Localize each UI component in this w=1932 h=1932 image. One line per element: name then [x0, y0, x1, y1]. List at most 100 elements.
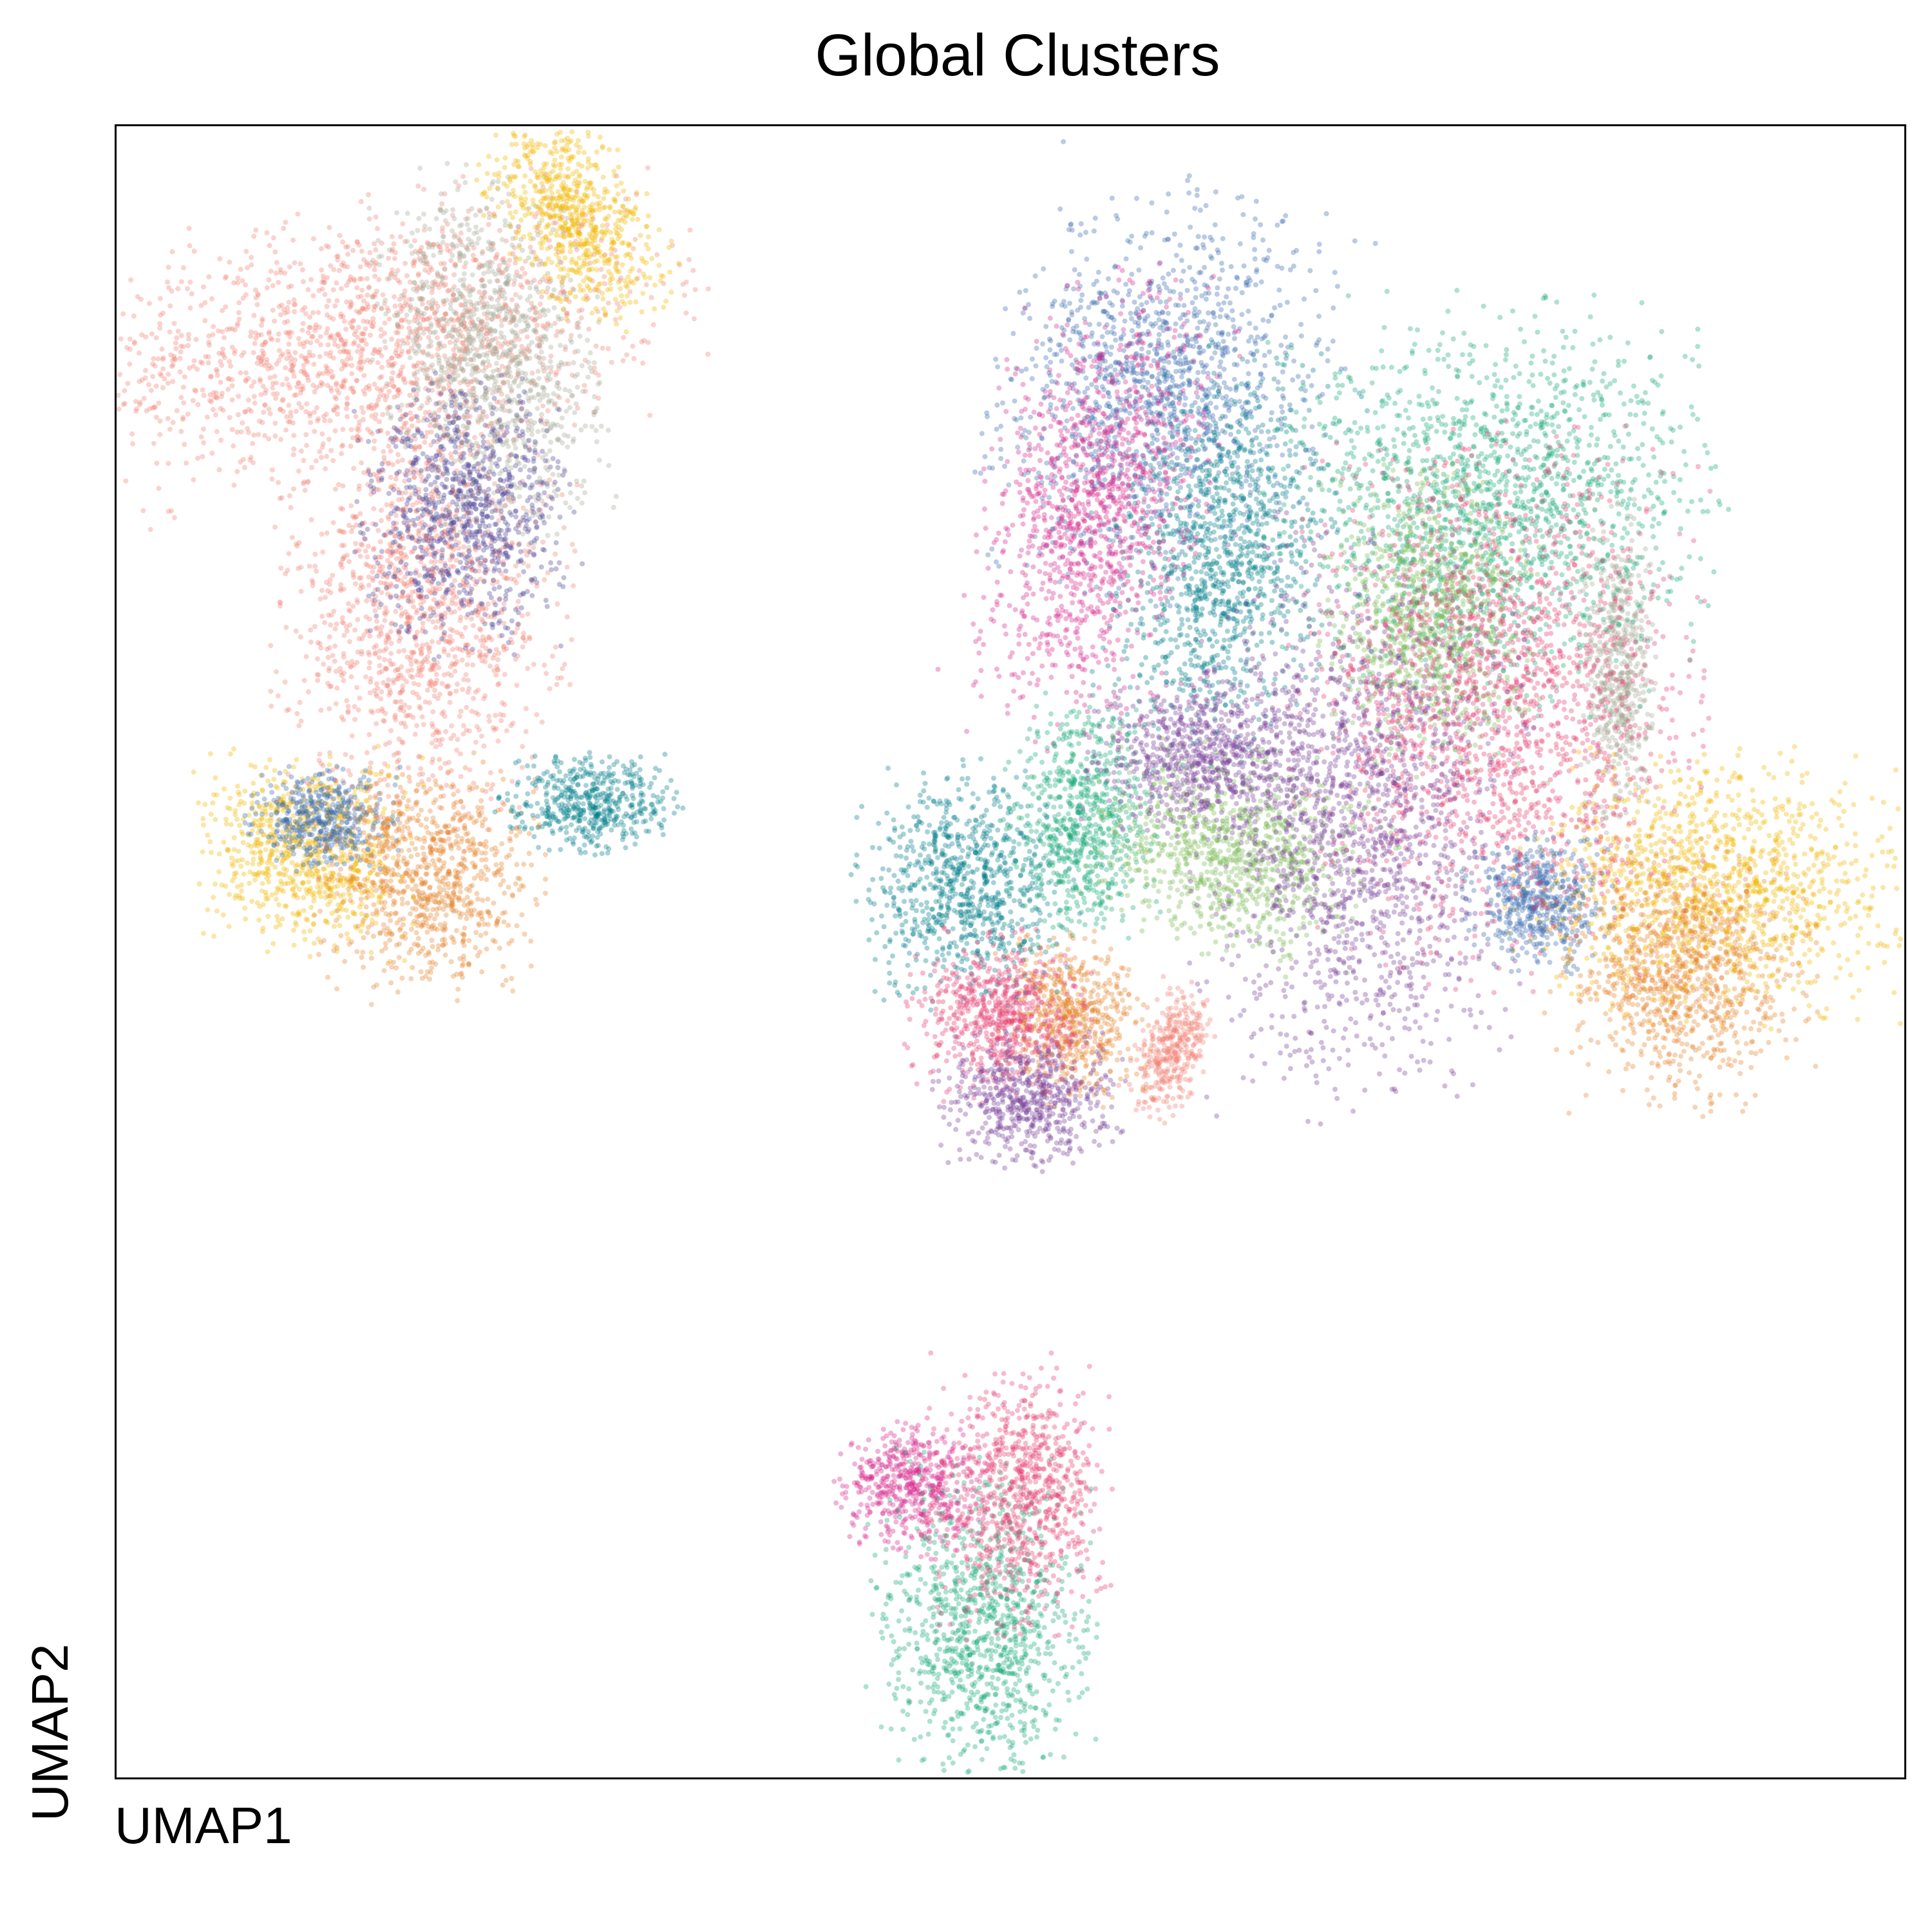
data-point [419, 245, 424, 251]
data-point [140, 508, 146, 514]
data-point [535, 228, 540, 234]
data-point [393, 476, 399, 482]
data-point [279, 495, 285, 500]
data-point [394, 759, 400, 765]
data-point [1186, 1005, 1192, 1010]
data-point [315, 418, 321, 424]
data-point [398, 308, 404, 314]
data-point [310, 353, 316, 359]
data-point [529, 249, 535, 255]
data-point [278, 603, 283, 609]
data-point [409, 806, 415, 811]
data-point [455, 737, 460, 743]
data-point [577, 283, 583, 289]
data-point [451, 388, 457, 394]
data-point [480, 359, 486, 365]
data-point [1615, 650, 1621, 656]
data-point [1591, 609, 1597, 614]
data-point [372, 348, 378, 354]
data-point [341, 263, 347, 269]
data-point [393, 350, 399, 356]
data-point [302, 305, 308, 310]
data-point [419, 651, 424, 657]
data-point [367, 633, 373, 639]
data-point [487, 214, 492, 220]
data-point [408, 307, 413, 313]
data-point [374, 289, 379, 294]
data-point [346, 768, 352, 773]
data-point [569, 339, 574, 345]
data-point [598, 423, 604, 429]
data-point [493, 379, 498, 384]
data-point [513, 485, 519, 490]
data-point [366, 205, 372, 211]
data-point [519, 764, 525, 770]
data-point [569, 637, 574, 643]
data-point [393, 250, 399, 256]
data-point [470, 327, 476, 332]
data-point [631, 355, 637, 361]
data-point [402, 724, 408, 730]
data-point [309, 465, 315, 470]
data-point [137, 379, 142, 384]
data-point [453, 404, 458, 410]
data-point [1146, 1104, 1152, 1110]
data-point [564, 614, 570, 620]
data-point [593, 343, 599, 349]
data-point [226, 376, 232, 382]
data-point [1143, 1070, 1148, 1075]
data-point [122, 388, 128, 393]
data-point [211, 390, 216, 395]
data-point [446, 368, 451, 374]
data-point [444, 683, 450, 689]
data-point [437, 379, 443, 384]
data-point [461, 277, 467, 283]
data-point [383, 397, 388, 402]
data-point [330, 520, 336, 526]
data-point [483, 365, 489, 370]
data-point [1624, 783, 1629, 789]
data-point [346, 349, 352, 355]
data-point [316, 310, 321, 316]
data-point [184, 460, 189, 466]
data-point [1162, 1120, 1168, 1126]
data-point [463, 285, 469, 291]
data-point [1640, 668, 1645, 674]
data-point [1156, 1095, 1162, 1101]
data-point [256, 292, 261, 298]
data-point [344, 283, 350, 289]
data-point [285, 309, 291, 315]
data-point [466, 315, 472, 320]
data-point [328, 332, 334, 338]
data-point [1594, 556, 1600, 562]
data-point [485, 359, 491, 365]
data-point [1128, 1087, 1134, 1093]
data-point [340, 426, 346, 432]
data-point [542, 577, 547, 583]
data-point [254, 302, 260, 307]
data-point [156, 400, 162, 406]
data-point [389, 267, 395, 273]
data-point [656, 227, 662, 232]
data-point [341, 554, 347, 560]
data-point [516, 494, 522, 500]
data-point [430, 279, 435, 285]
data-point [510, 330, 516, 336]
data-point [1634, 708, 1640, 714]
data-point [504, 437, 510, 443]
data-point [482, 289, 488, 295]
data-point [412, 314, 418, 320]
data-point [236, 300, 242, 306]
data-point [156, 486, 162, 491]
data-point [634, 276, 640, 281]
data-point [374, 694, 380, 699]
data-point [274, 380, 279, 386]
data-point [285, 319, 290, 325]
data-point [1638, 645, 1643, 650]
data-point [283, 427, 289, 433]
data-point [361, 318, 366, 324]
data-point [500, 260, 506, 265]
data-point [214, 429, 220, 435]
data-point [579, 483, 585, 489]
data-point [516, 573, 522, 578]
